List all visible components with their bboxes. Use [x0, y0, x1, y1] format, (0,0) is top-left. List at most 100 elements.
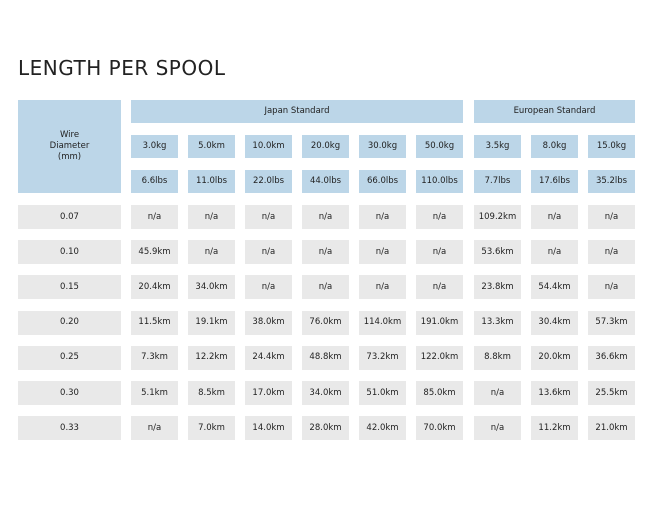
- pounds-label: 7.7lbs: [484, 176, 511, 186]
- header-text: Diameter: [49, 141, 90, 151]
- data-cell: n/a: [188, 240, 235, 265]
- length-value: 13.3km: [481, 317, 514, 328]
- group-header: Japan Standard: [131, 100, 463, 123]
- weight-label: 50.0kg: [424, 141, 455, 151]
- data-cell: 76.0km: [302, 310, 349, 335]
- diameter-cell: 0.25: [18, 345, 121, 370]
- data-cell: 109.2km: [474, 205, 521, 229]
- weight-label: 15.0kg: [596, 141, 627, 151]
- length-value: 14.0km: [252, 422, 285, 433]
- data-cell: n/a: [359, 240, 406, 265]
- length-value: n/a: [432, 246, 447, 257]
- column-header: 3.0kg: [131, 135, 178, 158]
- data-cell: n/a: [131, 205, 178, 229]
- length-value: n/a: [261, 281, 276, 292]
- length-value: n/a: [490, 422, 505, 433]
- length-value: 54.4km: [538, 281, 571, 292]
- data-cell: 48.8km: [302, 345, 349, 370]
- diameter-cell: 0.33: [18, 416, 121, 441]
- table-title: LENGTH PER SPOOL: [18, 56, 226, 80]
- length-value: 73.2km: [366, 352, 399, 363]
- data-cell: n/a: [359, 205, 406, 229]
- diameter-value: 0.20: [60, 317, 79, 328]
- column-header: 6.6lbs: [131, 170, 178, 193]
- column-header: 7.7lbs: [474, 170, 521, 193]
- weight-label: 10.0km: [252, 141, 285, 151]
- length-value: 51.0km: [366, 387, 399, 398]
- column-header: 20.0kg: [302, 135, 349, 158]
- length-value: n/a: [318, 281, 333, 292]
- length-value: n/a: [432, 281, 447, 292]
- group-label: Japan Standard: [264, 106, 330, 116]
- data-cell: 25.5km: [588, 381, 635, 405]
- data-cell: n/a: [588, 205, 635, 229]
- data-cell: 13.3km: [474, 310, 521, 335]
- length-value: 8.8km: [484, 352, 511, 363]
- data-cell: n/a: [302, 205, 349, 229]
- length-value: n/a: [204, 211, 219, 222]
- data-cell: n/a: [416, 240, 463, 265]
- data-cell: 8.5km: [188, 381, 235, 405]
- header-text: (mm): [57, 152, 82, 162]
- pounds-label: 44.0lbs: [309, 176, 342, 186]
- length-value: 191.0km: [420, 317, 459, 328]
- column-header: 50.0kg: [416, 135, 463, 158]
- data-cell: 23.8km: [474, 275, 521, 300]
- length-value: n/a: [318, 246, 333, 257]
- pounds-label: 11.0lbs: [195, 176, 228, 186]
- length-value: 30.4km: [538, 317, 571, 328]
- length-value: 48.8km: [309, 352, 342, 363]
- data-cell: 30.4km: [531, 310, 578, 335]
- pounds-label: 66.0lbs: [366, 176, 399, 186]
- data-cell: 19.1km: [188, 310, 235, 335]
- column-header: 35.2lbs: [588, 170, 635, 193]
- length-value: 38.0km: [252, 317, 285, 328]
- column-header: 11.0lbs: [188, 170, 235, 193]
- length-value: 17.0km: [252, 387, 285, 398]
- length-value: n/a: [147, 422, 162, 433]
- data-cell: n/a: [188, 205, 235, 229]
- column-header: 110.0lbs: [416, 170, 463, 193]
- data-cell: 17.0km: [245, 381, 292, 405]
- pounds-label: 35.2lbs: [595, 176, 628, 186]
- length-value: n/a: [604, 281, 619, 292]
- column-header: 8.0kg: [531, 135, 578, 158]
- data-cell: 11.5km: [131, 310, 178, 335]
- data-cell: 21.0km: [588, 416, 635, 441]
- data-cell: 7.3km: [131, 345, 178, 370]
- data-cell: 122.0km: [416, 345, 463, 370]
- diameter-cell: 0.30: [18, 381, 121, 405]
- diameter-value: 0.25: [60, 352, 79, 363]
- diameter-value: 0.07: [60, 211, 79, 222]
- pounds-label: 22.0lbs: [252, 176, 285, 186]
- data-cell: 85.0km: [416, 381, 463, 405]
- length-value: n/a: [604, 211, 619, 222]
- length-value: 53.6km: [481, 246, 514, 257]
- data-cell: 42.0km: [359, 416, 406, 441]
- length-value: 7.0km: [198, 422, 225, 433]
- column-header: 22.0lbs: [245, 170, 292, 193]
- column-header: 17.6lbs: [531, 170, 578, 193]
- data-cell: n/a: [531, 240, 578, 265]
- length-value: 57.3km: [595, 317, 628, 328]
- length-value: 34.0km: [309, 387, 342, 398]
- column-header: 44.0lbs: [302, 170, 349, 193]
- length-value: 36.6km: [595, 352, 628, 363]
- length-value: 76.0km: [309, 317, 342, 328]
- length-value: n/a: [147, 211, 162, 222]
- length-value: 21.0km: [595, 422, 628, 433]
- data-cell: 11.2km: [531, 416, 578, 441]
- group-label: European Standard: [513, 106, 596, 116]
- data-cell: 34.0km: [188, 275, 235, 300]
- data-cell: n/a: [416, 275, 463, 300]
- length-value: 19.1km: [195, 317, 228, 328]
- diameter-cell: 0.10: [18, 240, 121, 265]
- length-value: 42.0km: [366, 422, 399, 433]
- weight-label: 3.5kg: [485, 141, 510, 151]
- length-value: 23.8km: [481, 281, 514, 292]
- length-value: 34.0km: [195, 281, 228, 292]
- data-cell: n/a: [359, 275, 406, 300]
- length-value: n/a: [490, 387, 505, 398]
- pounds-label: 110.0lbs: [421, 176, 458, 186]
- data-cell: n/a: [245, 205, 292, 229]
